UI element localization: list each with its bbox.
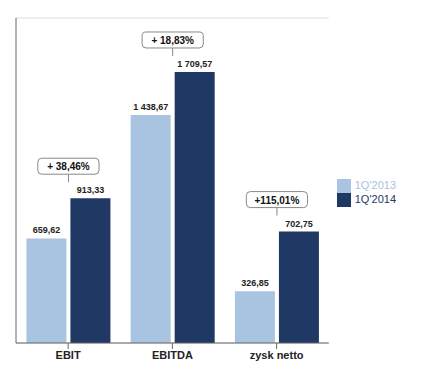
svg-text:zysk netto: zysk netto: [250, 349, 304, 361]
svg-text:EBIT: EBIT: [56, 349, 81, 361]
svg-text:1 438,67: 1 438,67: [133, 102, 168, 112]
svg-text:+ 38,46%: + 38,46%: [47, 161, 90, 172]
svg-text:659,62: 659,62: [33, 225, 61, 235]
svg-text:1 709,57: 1 709,57: [177, 59, 212, 69]
svg-text:702,75: 702,75: [285, 219, 313, 229]
svg-text:+115,01%: +115,01%: [255, 195, 300, 206]
svg-text:913,33: 913,33: [77, 185, 105, 195]
svg-text:326,85: 326,85: [241, 278, 269, 288]
html-text:1Q'2013: 1Q'2013: [354, 178, 396, 191]
html-text:1Q'2014: 1Q'2014: [354, 193, 396, 205]
svg-text:+ 18,83%: + 18,83%: [151, 35, 194, 46]
svg-text:EBITDA: EBITDA: [152, 349, 193, 361]
